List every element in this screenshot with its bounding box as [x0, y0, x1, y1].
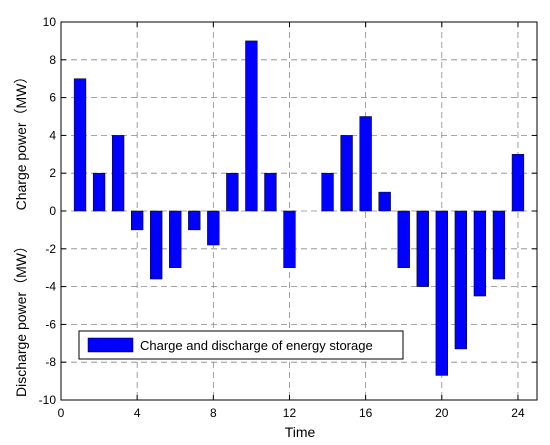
bar-t21: [454, 210, 467, 350]
x-tick-label: 0: [58, 406, 65, 420]
legend-swatch: [87, 337, 134, 353]
y-tick-label: 10: [43, 15, 57, 29]
bar-t10: [245, 40, 258, 212]
bar-t14: [321, 172, 334, 212]
bar-t1: [73, 78, 87, 212]
legend-label: Charge and discharge of energy storage: [140, 338, 373, 353]
legend: Charge and discharge of energy storage: [78, 330, 404, 360]
y-tick-label: 6: [49, 91, 56, 105]
bar-t4: [131, 210, 144, 231]
bar-t11: [264, 172, 277, 212]
y-tick-label: 0: [49, 204, 56, 218]
y-tick-label: 8: [49, 53, 56, 67]
bar-t8: [207, 210, 220, 246]
bar-t3: [111, 135, 125, 212]
x-tick-label: 24: [511, 406, 525, 420]
bar-t7: [188, 210, 201, 231]
y-axis-title-discharge: Discharge power（MW）: [13, 239, 29, 397]
bars: [73, 40, 525, 376]
x-tick-label: 20: [435, 406, 449, 420]
bar-t16: [359, 116, 372, 212]
y-tick-label: -8: [45, 355, 56, 369]
bar-t24: [511, 154, 525, 212]
bar-t17: [378, 191, 391, 212]
x-tick-label: 4: [134, 406, 141, 420]
y-tick-label: -6: [45, 317, 56, 331]
bar-t22: [473, 210, 487, 297]
x-tick-label: 12: [283, 406, 297, 420]
bar-t19: [416, 210, 429, 287]
bar-t15: [340, 135, 353, 212]
y-tick-label: -10: [39, 393, 57, 407]
bar-t2: [92, 172, 106, 212]
bar-t18: [397, 210, 410, 268]
y-tick-label: 4: [49, 128, 56, 142]
x-axis-title: Time: [285, 424, 316, 440]
bar-t23: [492, 210, 506, 280]
bar-t6: [169, 210, 182, 268]
y-tick-label: 2: [49, 166, 56, 180]
bar-t9: [226, 172, 239, 212]
bar-t20: [435, 210, 448, 376]
y-tick-label: -2: [45, 242, 56, 256]
bar-t12: [283, 210, 296, 268]
y-tick-label: -4: [45, 280, 56, 294]
x-tick-label: 16: [359, 406, 373, 420]
bar-t5: [150, 210, 163, 280]
y-axis-title-charge: Charge power（MW）: [13, 70, 29, 211]
x-tick-label: 8: [210, 406, 217, 420]
